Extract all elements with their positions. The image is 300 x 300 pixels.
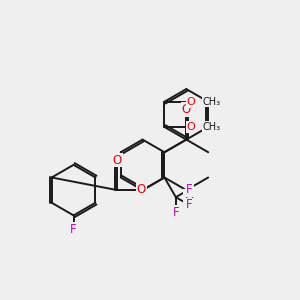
Text: O: O <box>184 190 194 203</box>
Text: O: O <box>187 97 195 107</box>
Text: CH₃: CH₃ <box>203 122 221 132</box>
Text: F: F <box>70 223 77 236</box>
Text: F: F <box>172 206 179 219</box>
Text: F: F <box>186 199 193 212</box>
Text: O: O <box>136 182 146 196</box>
Text: O: O <box>182 103 191 116</box>
Text: O: O <box>187 122 195 132</box>
Text: O: O <box>113 154 122 166</box>
Text: CH₃: CH₃ <box>203 97 221 107</box>
Text: F: F <box>186 183 193 196</box>
